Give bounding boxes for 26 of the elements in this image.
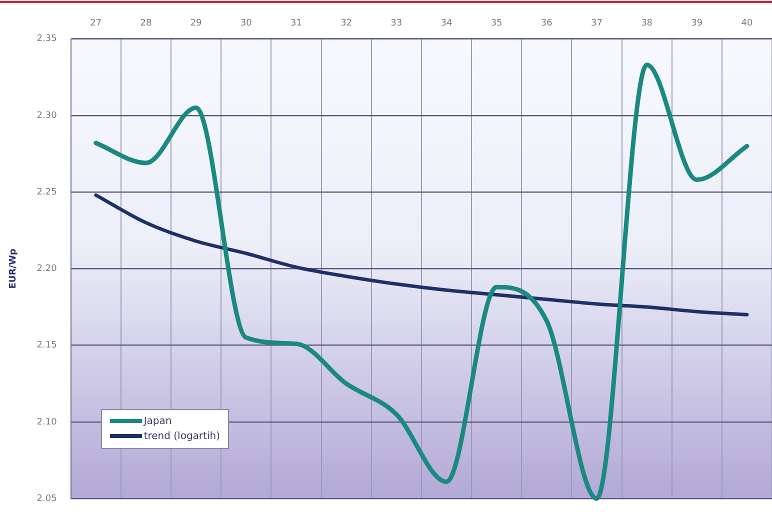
- x-tick-label: 36: [540, 18, 553, 29]
- y-tick-label: 2.15: [36, 340, 57, 351]
- x-tick-label: 29: [190, 18, 202, 29]
- x-tick-label: 35: [490, 18, 502, 29]
- x-tick-label: 38: [641, 18, 653, 29]
- x-tick-label: 40: [741, 18, 753, 29]
- y-tick-label: 2.20: [36, 264, 58, 274]
- x-tick-label: 28: [140, 18, 152, 29]
- x-tick-label: 31: [290, 18, 302, 29]
- y-tick-label: 2.25: [36, 187, 57, 198]
- y-axis-title: EUR/Wp: [8, 248, 19, 289]
- x-tick-label: 37: [590, 18, 602, 29]
- x-tick-label: 32: [340, 18, 352, 29]
- y-tick-label: 2.35: [36, 34, 57, 44]
- legend-label: Japan: [144, 416, 172, 427]
- x-tick-label: 39: [691, 18, 703, 29]
- y-tick-label: 2.05: [36, 494, 57, 504]
- y-tick-label: 2.30: [36, 110, 58, 121]
- line-series: [94, 62, 750, 501]
- line-series: [94, 193, 749, 316]
- x-tick-label: 30: [240, 18, 252, 29]
- x-tick-label: 27: [90, 18, 102, 29]
- x-tick-label: 33: [390, 18, 402, 29]
- y-tick-label: 2.10: [36, 417, 58, 428]
- x-tick-label: 34: [440, 18, 452, 29]
- legend-label: trend (logartih): [144, 430, 220, 442]
